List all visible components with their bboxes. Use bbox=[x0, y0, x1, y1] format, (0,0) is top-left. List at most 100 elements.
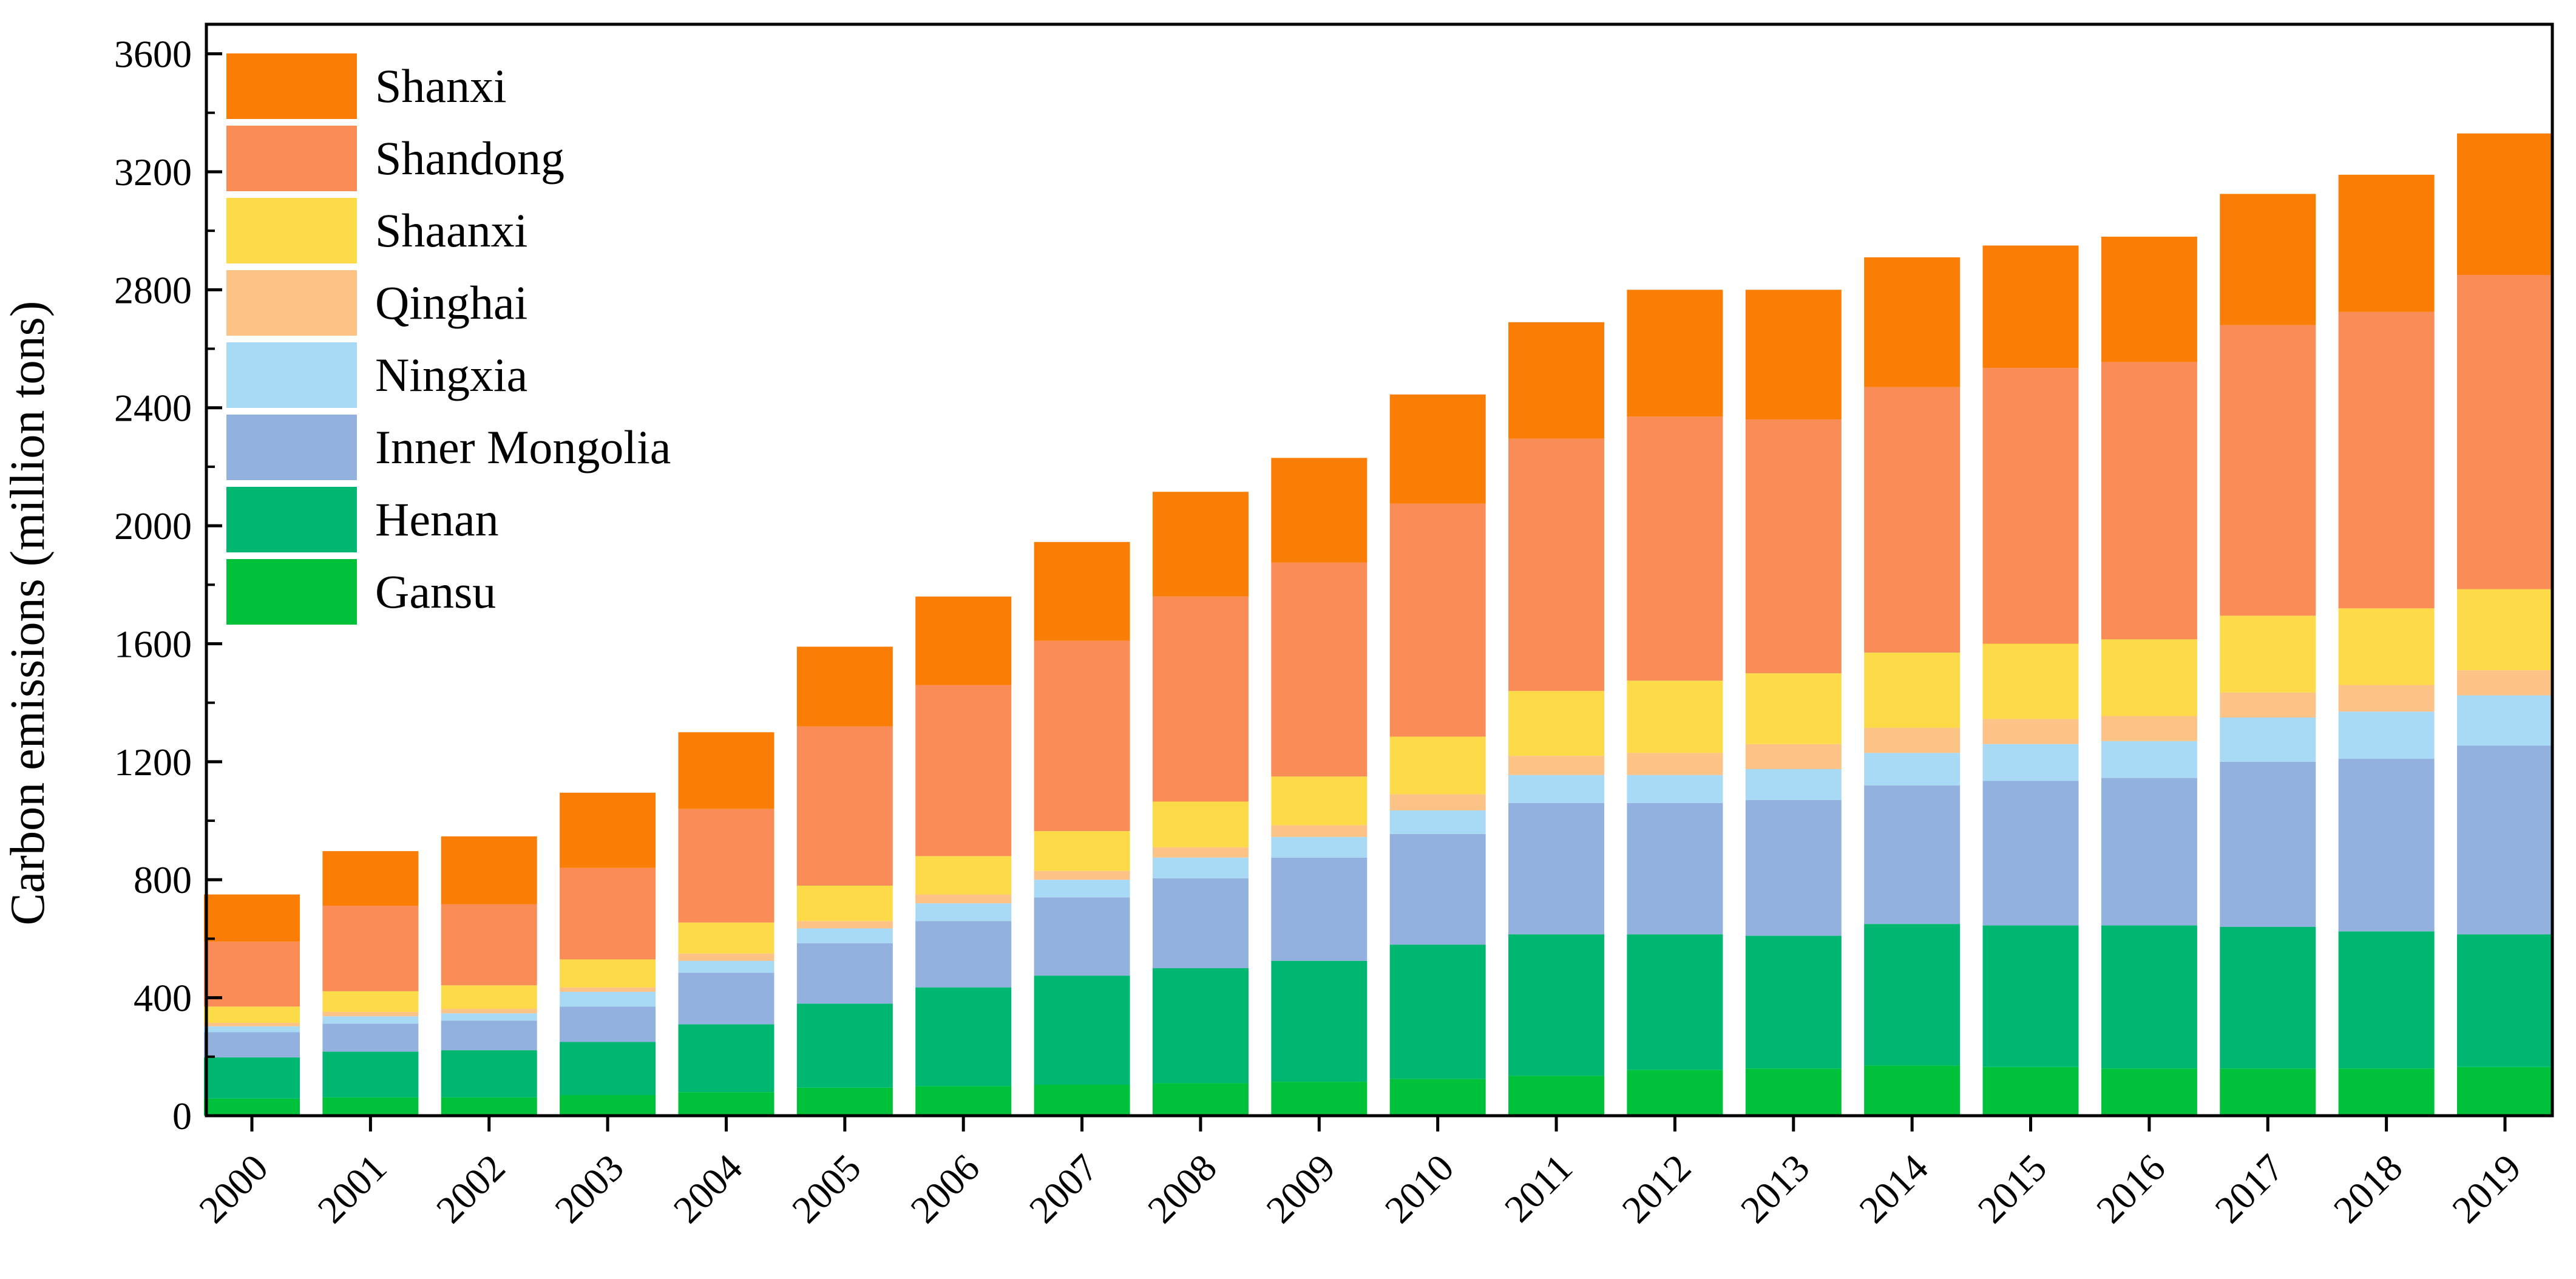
bar-segment-henan-2005 bbox=[796, 1003, 893, 1088]
bar-segment-ningxia-2007 bbox=[1034, 880, 1130, 898]
bar-segment-ningxia-2012 bbox=[1627, 775, 1723, 803]
x-tick-label: 2017 bbox=[2206, 1146, 2292, 1232]
bar-segment-shanxi-2019 bbox=[2457, 133, 2553, 276]
bar-segment-qinghai-2015 bbox=[1982, 719, 2079, 744]
bar-segment-shaanxi-2011 bbox=[1508, 691, 1605, 756]
y-tick-label: 3200 bbox=[114, 151, 192, 194]
bar-segment-qinghai-2008 bbox=[1152, 847, 1249, 858]
bar-segment-qinghai-2018 bbox=[2338, 685, 2435, 712]
bar-segment-ningxia-2011 bbox=[1508, 775, 1605, 803]
bar-segment-inner-mongolia-2007 bbox=[1034, 897, 1130, 976]
x-tick-label: 2003 bbox=[546, 1146, 632, 1232]
bar-segment-ningxia-2006 bbox=[915, 903, 1012, 921]
bar-segment-qinghai-2011 bbox=[1508, 756, 1605, 775]
x-tick-label: 2010 bbox=[1377, 1146, 1462, 1232]
bar-segment-shandong-2006 bbox=[915, 685, 1012, 857]
bar-segment-shanxi-2005 bbox=[796, 646, 893, 727]
legend-swatch-shandong bbox=[226, 126, 357, 191]
bar-segment-henan-2011 bbox=[1508, 934, 1605, 1076]
y-tick-label: 2800 bbox=[114, 268, 192, 311]
bar-segment-inner-mongolia-2010 bbox=[1389, 833, 1486, 945]
legend-label-gansu: Gansu bbox=[375, 565, 496, 618]
bar-segment-shaanxi-2015 bbox=[1982, 643, 2079, 719]
x-tick-label: 2007 bbox=[1021, 1146, 1107, 1232]
y-tick-label: 800 bbox=[134, 858, 192, 901]
bar-segment-shanxi-2017 bbox=[2220, 194, 2316, 325]
bar-segment-inner-mongolia-2003 bbox=[560, 1006, 656, 1042]
legend-label-qinghai: Qinghai bbox=[375, 276, 527, 329]
bar-segment-ningxia-2016 bbox=[2101, 741, 2197, 778]
bar-segment-shanxi-2016 bbox=[2101, 236, 2197, 362]
bar-segment-qinghai-2009 bbox=[1271, 825, 1368, 837]
legend-swatch-shaanxi bbox=[226, 198, 357, 263]
bar-segment-gansu-2000 bbox=[204, 1098, 300, 1116]
bar-segment-shandong-2012 bbox=[1627, 416, 1723, 681]
bar-segment-qinghai-2005 bbox=[796, 921, 893, 929]
x-tick-label: 2019 bbox=[2444, 1146, 2529, 1232]
x-tick-label: 2016 bbox=[2088, 1146, 2174, 1232]
bar-segment-shaanxi-2005 bbox=[796, 885, 893, 921]
bar-segment-gansu-2001 bbox=[322, 1097, 419, 1116]
bar-segment-gansu-2016 bbox=[2101, 1068, 2197, 1116]
x-tick-label: 2001 bbox=[310, 1146, 395, 1232]
bar-segment-shanxi-2007 bbox=[1034, 541, 1130, 641]
bar-segment-shandong-2007 bbox=[1034, 640, 1130, 832]
legend-label-shandong: Shandong bbox=[375, 132, 564, 185]
bar-segment-shandong-2002 bbox=[441, 904, 537, 986]
bar-segment-inner-mongolia-2002 bbox=[441, 1020, 537, 1051]
bar-segment-henan-2003 bbox=[560, 1042, 656, 1095]
bar-segment-henan-2008 bbox=[1152, 968, 1249, 1084]
bar-segment-shandong-2018 bbox=[2338, 311, 2435, 609]
bar-segment-qinghai-2002 bbox=[441, 1009, 537, 1014]
bars-group bbox=[204, 133, 2553, 1116]
bar-segment-qinghai-2007 bbox=[1034, 870, 1130, 880]
bar-segment-gansu-2002 bbox=[441, 1097, 537, 1116]
bar-segment-ningxia-2002 bbox=[441, 1013, 537, 1021]
bar-segment-qinghai-2004 bbox=[678, 953, 774, 961]
bar-segment-henan-2017 bbox=[2220, 926, 2316, 1069]
bar-segment-qinghai-2017 bbox=[2220, 692, 2316, 718]
legend: Shanxi Shandong Shaanxi Qinghai Ningxia Inner… bbox=[226, 53, 671, 625]
bar-segment-ningxia-2014 bbox=[1864, 753, 1961, 785]
bar-segment-ningxia-2008 bbox=[1152, 857, 1249, 878]
bar-segment-ningxia-2001 bbox=[322, 1016, 419, 1024]
bar-segment-shandong-2017 bbox=[2220, 325, 2316, 616]
bar-segment-shanxi-2008 bbox=[1152, 492, 1249, 597]
bar-segment-shanxi-2015 bbox=[1982, 245, 2079, 368]
bar-segment-inner-mongolia-2004 bbox=[678, 972, 774, 1025]
bar-segment-shandong-2015 bbox=[1982, 368, 2079, 644]
y-tick-label: 1600 bbox=[114, 622, 192, 665]
bar-segment-gansu-2009 bbox=[1271, 1082, 1368, 1116]
bar-segment-henan-2002 bbox=[441, 1050, 537, 1097]
bar-segment-ningxia-2010 bbox=[1389, 810, 1486, 834]
bar-segment-henan-2001 bbox=[322, 1051, 419, 1097]
bar-segment-gansu-2012 bbox=[1627, 1070, 1723, 1116]
bar-segment-shanxi-2009 bbox=[1271, 458, 1368, 563]
bar-segment-shaanxi-2007 bbox=[1034, 831, 1130, 871]
bar-segment-shanxi-2003 bbox=[560, 792, 656, 868]
y-tick-label: 2400 bbox=[114, 387, 192, 430]
legend-label-henan: Henan bbox=[375, 493, 499, 546]
bar-segment-shandong-2004 bbox=[678, 809, 774, 923]
bar-segment-henan-2013 bbox=[1745, 935, 1842, 1069]
bar-segment-qinghai-2013 bbox=[1745, 744, 1842, 770]
bar-segment-inner-mongolia-2015 bbox=[1982, 781, 2079, 926]
bar-segment-shandong-2016 bbox=[2101, 362, 2197, 640]
bar-segment-shanxi-2000 bbox=[204, 894, 300, 942]
bar-segment-gansu-2010 bbox=[1389, 1079, 1486, 1116]
bar-segment-qinghai-2000 bbox=[204, 1022, 300, 1026]
legend-swatch-gansu bbox=[226, 559, 357, 625]
bar-segment-gansu-2014 bbox=[1864, 1065, 1961, 1116]
bar-segment-henan-2009 bbox=[1271, 960, 1368, 1082]
bar-segment-shaanxi-2014 bbox=[1864, 653, 1961, 728]
bar-segment-gansu-2004 bbox=[678, 1092, 774, 1116]
bar-segment-gansu-2015 bbox=[1982, 1067, 2079, 1116]
bar-segment-shanxi-2010 bbox=[1389, 394, 1486, 504]
bar-segment-gansu-2007 bbox=[1034, 1084, 1130, 1116]
bar-segment-shandong-2008 bbox=[1152, 596, 1249, 802]
bar-segment-gansu-2003 bbox=[560, 1094, 656, 1116]
bar-segment-shaanxi-2013 bbox=[1745, 673, 1842, 744]
bar-segment-inner-mongolia-2006 bbox=[915, 921, 1012, 988]
bar-segment-shandong-2005 bbox=[796, 726, 893, 886]
bar-segment-shaanxi-2019 bbox=[2457, 589, 2553, 671]
